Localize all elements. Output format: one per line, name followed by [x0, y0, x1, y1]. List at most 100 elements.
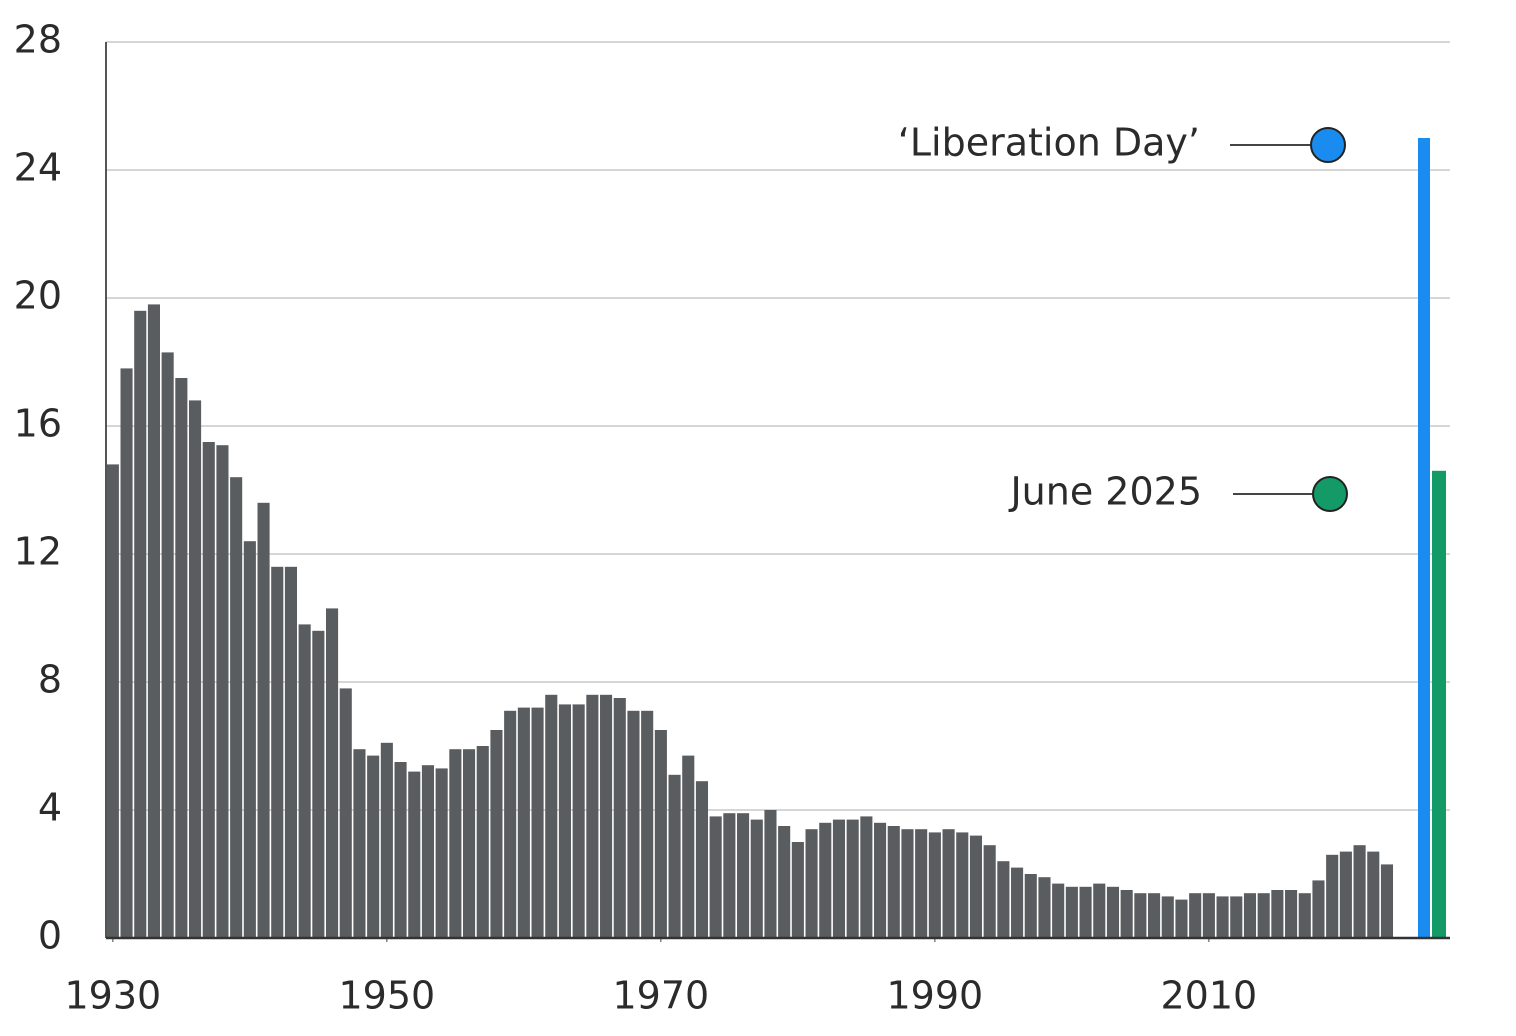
- y-tick-label: 8: [38, 658, 62, 702]
- bar: [1202, 893, 1215, 938]
- bar: [737, 813, 750, 938]
- bar: [463, 749, 476, 938]
- bar: [1011, 867, 1024, 938]
- bar: [969, 835, 983, 938]
- bar: [189, 400, 202, 938]
- y-tick-label: 12: [14, 530, 62, 574]
- bar: [421, 765, 435, 938]
- bar: [901, 829, 914, 938]
- bar: [230, 477, 243, 938]
- bar: [1312, 880, 1325, 938]
- y-tick-label: 16: [14, 402, 62, 446]
- bar: [202, 442, 215, 938]
- x-tick-label: 1990: [887, 974, 984, 1018]
- bar: [1367, 851, 1380, 938]
- bar: [106, 464, 119, 938]
- bar: [1257, 893, 1270, 938]
- bar: [1038, 877, 1051, 938]
- legend-dot: [1312, 476, 1348, 512]
- bar: [819, 822, 832, 938]
- bar: [216, 445, 229, 938]
- bar: [874, 822, 887, 938]
- bar: [778, 826, 791, 938]
- bar: [1339, 851, 1352, 938]
- bar: [517, 707, 530, 938]
- bar: [750, 819, 763, 938]
- y-tick-label: 24: [14, 146, 62, 190]
- bar: [1353, 845, 1366, 938]
- bar: [1120, 890, 1133, 938]
- bar: [1106, 886, 1120, 938]
- bar: [1243, 893, 1257, 938]
- bar: [312, 630, 325, 938]
- bar: [928, 832, 941, 938]
- x-tick-label: 1970: [613, 974, 710, 1018]
- bar: [1093, 883, 1106, 938]
- x-tick-label: 1950: [338, 974, 435, 1018]
- bar: [339, 688, 352, 938]
- bar: [449, 749, 462, 938]
- bar: [504, 710, 517, 938]
- bar: [600, 694, 613, 938]
- bar: [326, 608, 339, 938]
- bar: [1271, 890, 1284, 938]
- bar: [175, 378, 188, 938]
- bar: [476, 746, 489, 938]
- highlight-bar: [1432, 470, 1446, 938]
- bar: [887, 826, 900, 938]
- x-tick-label: 1930: [64, 974, 161, 1018]
- bar: [147, 304, 161, 938]
- y-tick-label: 4: [38, 786, 62, 830]
- bar: [380, 742, 393, 938]
- bar: [805, 829, 818, 938]
- bar: [1380, 864, 1394, 938]
- bar: [709, 816, 722, 938]
- bar: [298, 624, 311, 938]
- bar: [545, 694, 558, 938]
- bar: [394, 762, 407, 938]
- bar: [586, 694, 599, 938]
- bar: [490, 730, 503, 938]
- bar: [846, 819, 859, 938]
- y-tick-label: 20: [14, 274, 62, 318]
- bar: [284, 566, 298, 938]
- bar: [1161, 896, 1174, 938]
- highlight-bar: [1418, 138, 1430, 938]
- bar: [627, 710, 640, 938]
- bar: [956, 832, 969, 938]
- bar: [695, 781, 709, 938]
- legend-label: June 2025: [1008, 470, 1202, 514]
- bar: [1216, 896, 1229, 938]
- bar: [764, 810, 777, 938]
- bar: [134, 310, 147, 938]
- bar: [1175, 899, 1188, 938]
- bar: [161, 352, 174, 938]
- bar: [668, 774, 681, 938]
- bar: [558, 704, 572, 938]
- legend-dot: [1310, 127, 1346, 163]
- y-tick-label: 28: [14, 18, 62, 62]
- bar: [915, 829, 928, 938]
- bar: [613, 698, 626, 938]
- bar: [435, 768, 448, 938]
- bar: [271, 566, 284, 938]
- bar: [860, 816, 873, 938]
- bar: [1148, 893, 1161, 938]
- y-tick-label: 0: [38, 914, 62, 958]
- bar: [1024, 874, 1037, 938]
- legend-label: ‘Liberation Day’: [898, 121, 1200, 165]
- bar: [120, 368, 133, 938]
- bar: [641, 710, 654, 938]
- bar: [1285, 890, 1298, 938]
- bar: [1326, 854, 1339, 938]
- bar: [832, 819, 846, 938]
- bar: [997, 861, 1010, 938]
- bar: [1052, 883, 1065, 938]
- bar: [1189, 893, 1202, 938]
- bar: [408, 771, 421, 938]
- bar: [1298, 893, 1311, 938]
- bar: [1065, 886, 1078, 938]
- x-tick-label: 2010: [1161, 974, 1258, 1018]
- bar: [367, 755, 380, 938]
